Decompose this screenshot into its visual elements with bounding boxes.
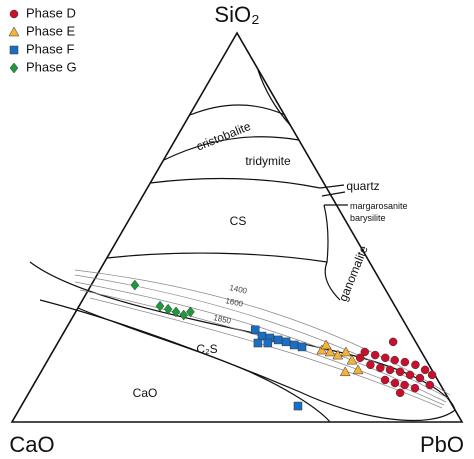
vertex-label: PbO bbox=[420, 432, 464, 457]
data-point bbox=[332, 349, 344, 360]
data-point bbox=[186, 306, 195, 318]
region-label: CS bbox=[230, 214, 247, 228]
boundary bbox=[257, 69, 291, 126]
data-point bbox=[420, 365, 430, 375]
isotherm-label: 1850 bbox=[213, 313, 233, 326]
data-point bbox=[405, 370, 415, 380]
data-point bbox=[163, 303, 173, 315]
data-point bbox=[281, 337, 291, 347]
data-point bbox=[289, 340, 299, 350]
legend-label: Phase F bbox=[26, 41, 74, 56]
data-point bbox=[355, 353, 365, 363]
isotherm-label: 1600 bbox=[225, 296, 245, 309]
vertex-label: SiO₂ bbox=[214, 2, 259, 27]
data-point bbox=[324, 346, 336, 357]
boundary bbox=[106, 252, 328, 263]
data-point bbox=[250, 325, 260, 335]
data-point bbox=[171, 306, 181, 318]
region-label: quartz bbox=[346, 179, 379, 193]
boundary bbox=[149, 177, 321, 189]
data-point bbox=[346, 354, 358, 365]
data-point bbox=[395, 367, 405, 377]
boundary bbox=[319, 184, 348, 206]
data-point bbox=[376, 363, 385, 373]
region-label: margarosanite bbox=[350, 201, 408, 211]
triangle-frame bbox=[10, 31, 464, 423]
data-point bbox=[410, 383, 420, 393]
data-point bbox=[320, 339, 332, 350]
region-label: tridymite bbox=[245, 154, 291, 168]
data-point bbox=[179, 309, 188, 321]
region-label: C₂S bbox=[196, 342, 217, 356]
region-label: CaO bbox=[133, 386, 158, 400]
data-point bbox=[253, 338, 263, 348]
data-point bbox=[360, 347, 370, 357]
data-point bbox=[273, 335, 283, 345]
legend-marker bbox=[9, 45, 19, 55]
boundary bbox=[323, 204, 341, 301]
isotherm bbox=[74, 269, 451, 409]
data-point bbox=[385, 365, 395, 375]
boundary bbox=[189, 104, 286, 116]
data-point bbox=[400, 380, 409, 390]
data-point bbox=[370, 350, 380, 360]
boundary bbox=[163, 136, 300, 161]
legend-label: Phase G bbox=[26, 59, 77, 74]
isotherm-label: 1400 bbox=[229, 283, 249, 296]
legend-label: Phase D bbox=[26, 5, 76, 20]
legend-marker bbox=[8, 26, 20, 37]
data-point bbox=[390, 378, 400, 388]
legend-marker bbox=[9, 62, 19, 74]
data-point bbox=[400, 357, 410, 367]
data-point bbox=[339, 366, 351, 377]
data-point bbox=[427, 370, 437, 380]
data-point bbox=[366, 360, 375, 370]
vertex-label: CaO bbox=[9, 432, 54, 457]
data-point bbox=[340, 346, 352, 357]
data-point bbox=[381, 353, 390, 363]
data-point bbox=[352, 364, 364, 375]
data-point bbox=[395, 388, 405, 398]
data-point bbox=[297, 342, 307, 352]
data-point bbox=[390, 355, 399, 365]
data-point bbox=[263, 338, 273, 348]
legend: Phase D Phase E Phase F Phase G bbox=[8, 5, 77, 74]
data-point bbox=[380, 375, 390, 385]
legend-label: Phase E bbox=[26, 23, 75, 38]
region-label: barysilite bbox=[350, 213, 386, 223]
data-point bbox=[425, 380, 435, 390]
data-point bbox=[293, 401, 303, 411]
region-label: cristobalite bbox=[194, 119, 253, 154]
data-point bbox=[415, 373, 425, 383]
region-label: ganomalite bbox=[336, 243, 371, 303]
data-point bbox=[155, 300, 165, 312]
data-points bbox=[130, 279, 437, 411]
data-point bbox=[316, 344, 328, 355]
data-point bbox=[388, 337, 398, 347]
data-point bbox=[130, 279, 140, 291]
data-point bbox=[411, 360, 420, 370]
legend-marker bbox=[9, 9, 19, 19]
boundary bbox=[77, 307, 331, 423]
